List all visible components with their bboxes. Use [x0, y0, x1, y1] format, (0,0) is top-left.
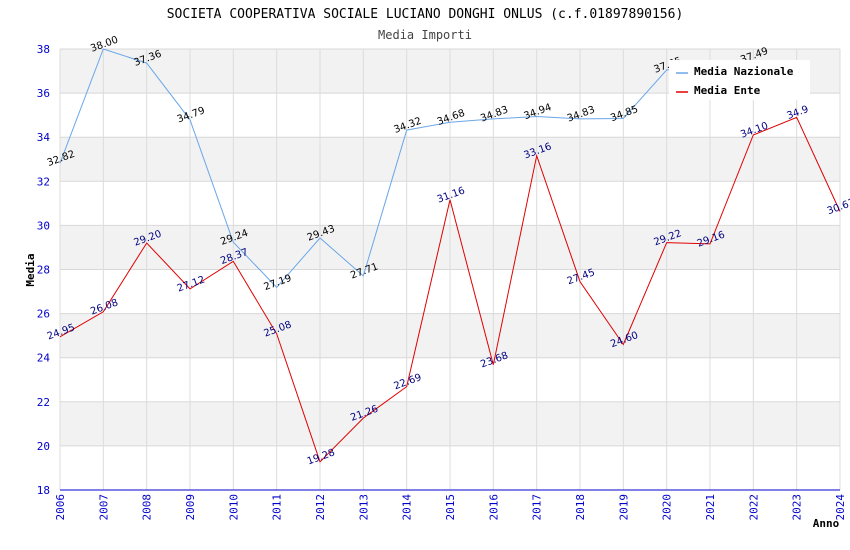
y-axis-ticks: 18 20 22 24 26 28 30 32 34 36 38	[37, 43, 51, 497]
y-tick-label: 30	[37, 219, 50, 232]
y-tick-label: 38	[37, 43, 50, 56]
x-tick-label: 2008	[141, 494, 154, 521]
x-tick-label: 2006	[54, 494, 67, 521]
x-tick-label: 2022	[747, 494, 760, 521]
legend-label-ente: Media Ente	[694, 84, 761, 97]
x-tick-label: 2018	[574, 494, 587, 521]
x-tick-label: 2016	[487, 494, 500, 520]
x-tick-label: 2012	[314, 494, 327, 521]
x-axis-label: Anno	[813, 517, 840, 530]
x-axis-ticks: 2006 2007 2008 2009 2010 2011 2012 2013 2014 2015…	[54, 494, 847, 521]
series-lines	[59, 48, 841, 463]
y-tick-label: 20	[37, 440, 50, 453]
y-tick-label: 28	[37, 264, 50, 277]
x-tick-label: 2010	[227, 494, 240, 521]
y-tick-label: 36	[37, 87, 50, 100]
legend: Media Nazionale Media Ente	[669, 60, 810, 100]
x-tick-label: 2024	[834, 494, 847, 521]
x-tick-label: 2009	[184, 494, 197, 521]
series-line-media-nazionale	[59, 48, 754, 289]
y-axis-label: Media	[24, 253, 37, 286]
x-tick-label: 2019	[617, 494, 630, 521]
x-tick-label: 2007	[97, 494, 110, 521]
legend-label-nazionale: Media Nazionale	[694, 65, 794, 78]
y-tick-label: 32	[37, 175, 50, 188]
x-tick-label: 2021	[704, 494, 717, 521]
chart-subtitle: Media Importi	[378, 28, 472, 42]
y-tick-label: 18	[37, 484, 50, 497]
x-tick-label: 2017	[531, 494, 544, 521]
y-tick-label: 24	[37, 352, 51, 365]
x-tick-label: 2014	[401, 494, 414, 521]
y-tick-label: 22	[37, 396, 50, 409]
x-tick-label: 2013	[357, 494, 370, 521]
chart-title: SOCIETA COOPERATIVA SOCIALE LUCIANO DONG…	[167, 7, 684, 22]
legend-box	[669, 60, 810, 100]
x-tick-label: 2011	[271, 494, 284, 521]
x-tick-label: 2023	[791, 494, 804, 521]
series-line-media-ente	[59, 116, 841, 463]
y-tick-label: 34	[37, 131, 51, 144]
x-tick-label: 2015	[444, 494, 457, 521]
x-tick-label: 2020	[661, 494, 674, 521]
y-tick-label: 26	[37, 308, 50, 321]
